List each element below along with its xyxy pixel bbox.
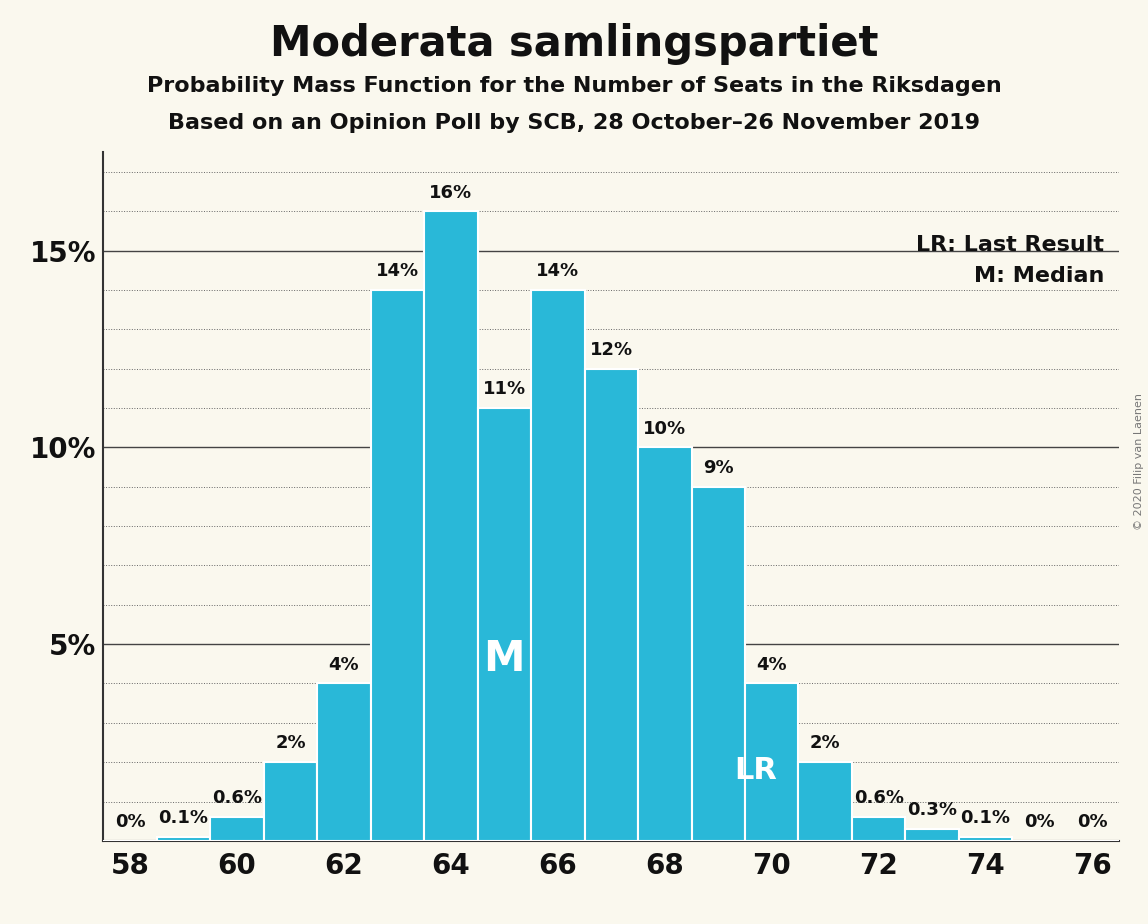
- Text: 0.6%: 0.6%: [854, 789, 903, 808]
- Bar: [638, 447, 691, 841]
- Text: 4%: 4%: [328, 656, 359, 674]
- Text: 0.3%: 0.3%: [907, 801, 957, 820]
- Text: 2%: 2%: [276, 735, 305, 752]
- Bar: [906, 829, 959, 841]
- Text: M: M: [483, 638, 525, 680]
- Text: 16%: 16%: [429, 184, 473, 201]
- Bar: [691, 487, 745, 841]
- Bar: [264, 762, 317, 841]
- Text: LR: Last Result: LR: Last Result: [916, 235, 1104, 255]
- Bar: [478, 408, 532, 841]
- Bar: [799, 762, 852, 841]
- Text: 0%: 0%: [115, 813, 146, 831]
- Text: 0.6%: 0.6%: [212, 789, 262, 808]
- Bar: [532, 290, 584, 841]
- Text: 0%: 0%: [1077, 813, 1108, 831]
- Text: 0.1%: 0.1%: [158, 809, 209, 827]
- Bar: [424, 212, 478, 841]
- Bar: [210, 817, 264, 841]
- Bar: [157, 837, 210, 841]
- Text: 2%: 2%: [809, 735, 840, 752]
- Text: Based on an Opinion Poll by SCB, 28 October–26 November 2019: Based on an Opinion Poll by SCB, 28 Octo…: [168, 113, 980, 133]
- Text: Probability Mass Function for the Number of Seats in the Riksdagen: Probability Mass Function for the Number…: [147, 76, 1001, 96]
- Bar: [584, 369, 638, 841]
- Bar: [371, 290, 424, 841]
- Text: 0%: 0%: [1024, 813, 1054, 831]
- Text: Moderata samlingspartiet: Moderata samlingspartiet: [270, 23, 878, 65]
- Text: M: Median: M: Median: [974, 266, 1104, 286]
- Bar: [852, 817, 906, 841]
- Text: © 2020 Filip van Laenen: © 2020 Filip van Laenen: [1134, 394, 1143, 530]
- Text: 0.1%: 0.1%: [961, 809, 1010, 827]
- Text: 12%: 12%: [590, 341, 633, 359]
- Text: 11%: 11%: [483, 381, 526, 398]
- Text: 14%: 14%: [536, 262, 580, 280]
- Text: LR: LR: [735, 756, 777, 784]
- Bar: [317, 684, 371, 841]
- Text: 10%: 10%: [643, 419, 687, 438]
- Text: 4%: 4%: [757, 656, 788, 674]
- Bar: [959, 837, 1013, 841]
- Bar: [745, 684, 799, 841]
- Text: 9%: 9%: [703, 459, 734, 477]
- Text: 14%: 14%: [375, 262, 419, 280]
